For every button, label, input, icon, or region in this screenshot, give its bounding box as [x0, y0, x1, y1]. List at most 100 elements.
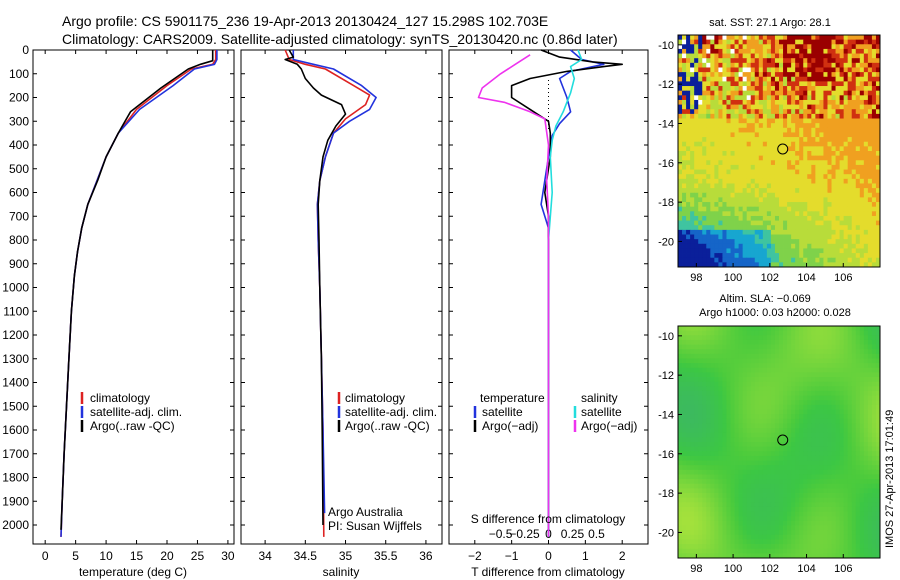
sst-map-cell [827, 62, 832, 68]
sla-map-cell [779, 400, 784, 406]
sst-map-cell [819, 178, 824, 184]
sst-map-cell [726, 243, 731, 249]
sla-map-cell [839, 483, 845, 489]
sla-map-cell [738, 418, 744, 424]
sla-map-cell [799, 372, 804, 378]
sla-map-cell [706, 349, 711, 355]
sla-map-cell [867, 386, 873, 392]
sla-map-cell [867, 488, 873, 494]
sla-map-cell [706, 344, 711, 350]
sla-map-cell [831, 442, 836, 448]
sst-map-cell [746, 229, 752, 235]
sla-map-cell [742, 516, 748, 522]
sla-map-cell [867, 349, 873, 355]
sla-map-cell [774, 339, 780, 345]
sst-map-cell [698, 225, 703, 231]
sla-map-cell [827, 353, 832, 359]
sla-map-cell [714, 339, 719, 345]
sst-map-cell [819, 229, 824, 235]
sst-map-cell [730, 197, 735, 203]
sla-map-cell [787, 418, 792, 424]
sst-map-cell [783, 123, 788, 129]
sla-map-cell [698, 442, 703, 448]
sst-map-cell [710, 95, 715, 101]
sst-map-cell [835, 243, 840, 249]
sst-map-cell [710, 118, 715, 124]
sst-map-cell [827, 146, 832, 152]
sla-map-cell [831, 349, 836, 355]
sst-map-cell [738, 137, 744, 143]
sst-map-cell [851, 137, 857, 143]
sst-map-cell [722, 109, 727, 115]
sla-map-cell [827, 442, 832, 448]
sla-map-cell [734, 525, 739, 531]
sla-map-cell [811, 474, 816, 480]
sla-map-cell [730, 381, 735, 387]
sst-map-ytick-label: -14 [658, 118, 674, 130]
difference-xtick-label: −1 [505, 549, 519, 563]
sla-map-cell [851, 493, 857, 499]
sst-map-cell [694, 137, 699, 143]
sst-map-cell [807, 206, 812, 212]
sst-map-cell [783, 146, 788, 152]
sla-map-cell [867, 469, 873, 475]
sst-map-cell [730, 253, 735, 259]
sst-map-cell [698, 95, 703, 101]
sst-map-cell [839, 155, 845, 161]
sst-map-cell [734, 239, 739, 245]
sla-map-cell [738, 330, 744, 336]
sla-map-cell [835, 428, 840, 434]
legend-label-climatology: climatology [345, 391, 405, 405]
sst-map-cell [738, 183, 744, 189]
sst-map-cell [766, 197, 772, 203]
sst-map-cell [754, 262, 760, 268]
sst-map-cell [722, 215, 727, 221]
sst-map-cell [698, 137, 703, 143]
sla-map-cell [827, 330, 832, 336]
sla-map-cell [766, 511, 772, 517]
sla-map-cell [871, 409, 877, 415]
sst-map-cell [686, 174, 691, 180]
sla-map-cell [726, 497, 731, 503]
sst-map-cell [859, 62, 865, 68]
sst-map-cell [863, 118, 869, 124]
sla-map-cell [754, 372, 760, 378]
sst-map-cell [722, 243, 727, 249]
sla-map-cell [807, 474, 812, 480]
sst-map-cell [803, 81, 808, 87]
sla-map-cell [698, 372, 703, 378]
sst-map-cell [851, 174, 857, 180]
sst-map-cell [787, 183, 792, 189]
sst-map-cell [795, 58, 800, 64]
sst-map-cell [698, 58, 703, 64]
sla-map-cell [714, 349, 719, 355]
sla-map-cell [807, 358, 812, 364]
sst-map-cell [815, 104, 820, 110]
sla-map-cell [722, 497, 727, 503]
sst-map-cell [855, 155, 861, 161]
sla-map-cell [847, 465, 853, 471]
sla-map-cell [875, 377, 881, 383]
sla-map-cell [839, 404, 845, 410]
sla-map-cell [835, 479, 840, 485]
sst-map-cell [746, 67, 752, 73]
sst-map-cell [770, 81, 776, 87]
sst-map-cell [734, 197, 739, 203]
sst-map-cell [774, 160, 780, 166]
sst-map-cell [734, 183, 739, 189]
sst-map-cell [762, 169, 768, 175]
sst-map-cell [811, 123, 816, 129]
sla-map-cell [783, 418, 788, 424]
sla-map-cell [815, 423, 820, 429]
sst-map-cell [742, 155, 748, 161]
sst-map-cell [770, 118, 776, 124]
sla-map-cell [875, 479, 881, 485]
sla-map-cell [847, 326, 853, 332]
sst-map-cell [710, 262, 715, 268]
depth-tick-label: 1900 [2, 494, 29, 508]
sla-map-cell [803, 437, 808, 443]
sla-map-cell [690, 432, 695, 438]
sla-map-cell [758, 516, 764, 522]
sla-map-cell [847, 488, 853, 494]
sst-map-cell [710, 155, 715, 161]
